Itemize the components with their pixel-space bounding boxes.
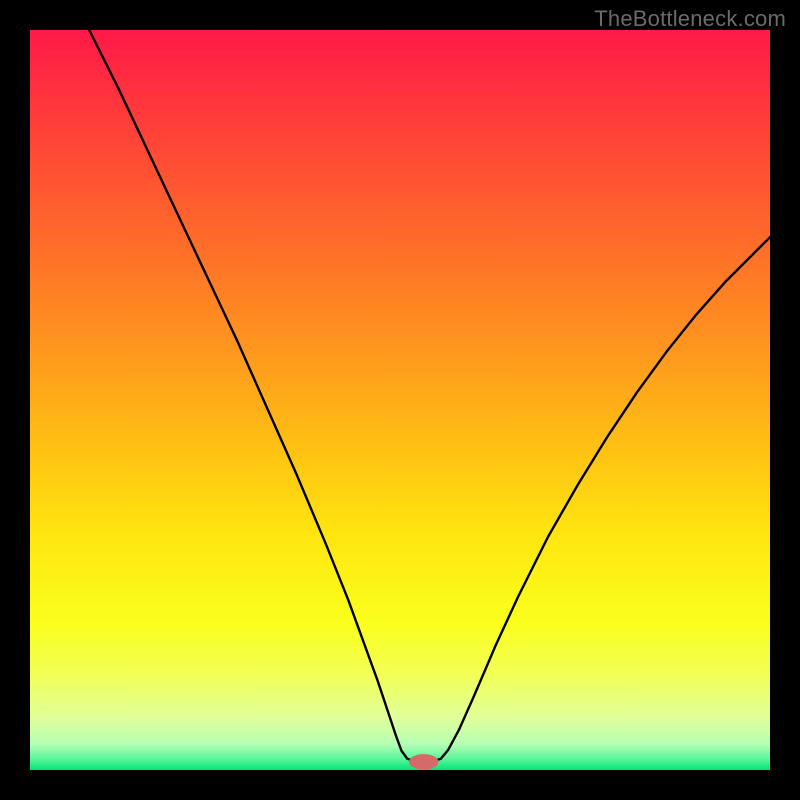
- watermark-text: TheBottleneck.com: [594, 6, 786, 32]
- chart-background: [30, 30, 770, 770]
- bottleneck-chart: [30, 30, 770, 770]
- optimal-marker: [409, 754, 439, 770]
- figure-container: TheBottleneck.com: [0, 0, 800, 800]
